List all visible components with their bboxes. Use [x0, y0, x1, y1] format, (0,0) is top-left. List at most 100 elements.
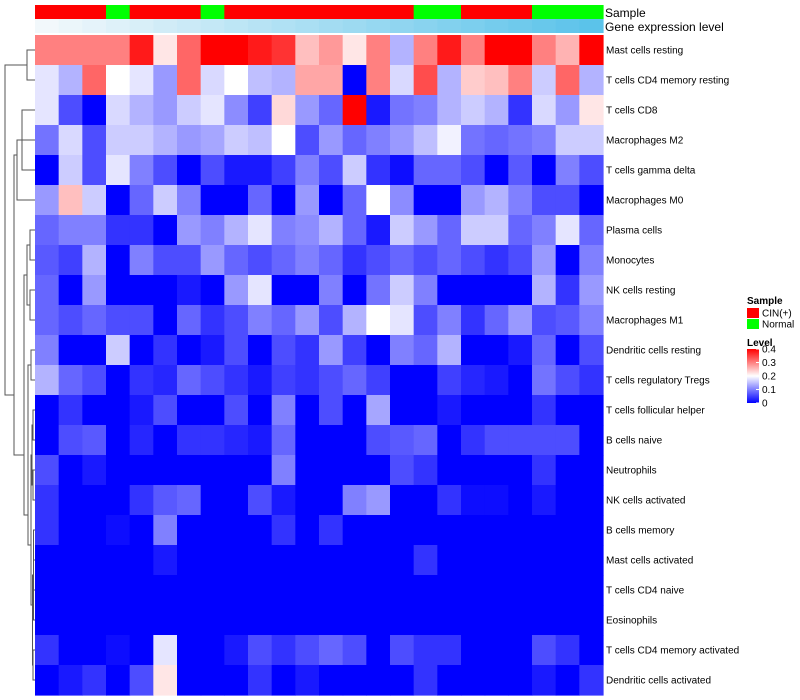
heatmap-cell [271, 485, 296, 516]
heatmap-cell [484, 155, 509, 186]
heatmap-cell [295, 575, 320, 606]
heatmap-cell [295, 95, 320, 126]
heatmap-cell [366, 35, 391, 66]
heatmap-cell [106, 455, 131, 486]
heatmap-cell [82, 425, 107, 456]
heatmap-cell [248, 545, 273, 576]
heatmap-cell [319, 575, 344, 606]
legend-level-ticks: 0.4 0.3 0.2 0.1 0 [756, 345, 776, 410]
heatmap-cell [413, 95, 438, 126]
heatmap-cell [295, 425, 320, 456]
row-label: T cells CD4 memory activated [606, 646, 739, 657]
heatmap-cell [390, 365, 415, 396]
heatmap-cell [224, 395, 249, 426]
heatmap-cell [437, 335, 462, 366]
heatmap-cell [248, 665, 273, 696]
gene-expression-annotation-bar [35, 19, 604, 33]
legend-sample-label: Normal [762, 320, 794, 331]
heatmap-cell [319, 185, 344, 216]
heatmap-cell [319, 65, 344, 96]
heatmap-cell [508, 275, 533, 306]
heatmap-cell [200, 65, 225, 96]
heatmap-cell [35, 125, 60, 156]
heatmap-cell [200, 305, 225, 336]
heatmap-cell [484, 635, 509, 666]
heatmap-cell [200, 545, 225, 576]
heatmap-cell [342, 275, 367, 306]
heatmap-cell [35, 665, 60, 696]
heatmap-cell [224, 185, 249, 216]
heatmap-cell [366, 635, 391, 666]
heatmap-cell [35, 305, 60, 336]
heatmap-cell [58, 455, 83, 486]
heatmap-cell [555, 275, 580, 306]
heatmap-cell [413, 35, 438, 66]
gene-expression-annotation-cell [153, 19, 178, 33]
heatmap-cell [295, 155, 320, 186]
heatmap-cell [461, 35, 486, 66]
legend-level-title: Level [747, 338, 773, 349]
sample-annotation-cell [579, 5, 604, 19]
heatmap-cell [82, 455, 107, 486]
heatmap-cell [35, 425, 60, 456]
heatmap-cell [224, 635, 249, 666]
heatmap-cell [58, 155, 83, 186]
heatmap-cell [82, 95, 107, 126]
heatmap-cell [82, 275, 107, 306]
heatmap-cell [342, 215, 367, 246]
row-label: B cells naive [606, 436, 663, 447]
heatmap-cell [200, 245, 225, 276]
heatmap-cell [177, 155, 202, 186]
heatmap-cell [271, 245, 296, 276]
heatmap-cell [106, 515, 131, 546]
sample-annotation-cell [532, 5, 557, 19]
heatmap-cell [106, 665, 131, 696]
sample-annotation-cell [508, 5, 533, 19]
heatmap-cell [177, 215, 202, 246]
heatmap-cell [153, 185, 178, 216]
heatmap-cell [82, 545, 107, 576]
heatmap-cell [35, 275, 60, 306]
heatmap-cell [579, 575, 604, 606]
heatmap-cell [271, 125, 296, 156]
row-label: Macrophages M0 [606, 196, 684, 207]
heatmap-cell [366, 395, 391, 426]
heatmap-cell [153, 215, 178, 246]
heatmap-cell [532, 455, 557, 486]
heatmap-cell [413, 185, 438, 216]
heatmap-cell [579, 155, 604, 186]
heatmap-cell [342, 575, 367, 606]
heatmap-cell [129, 545, 154, 576]
gene-expression-annotation-cell [248, 19, 273, 33]
heatmap-cell [153, 275, 178, 306]
heatmap-cell [319, 635, 344, 666]
heatmap-cell [319, 305, 344, 336]
heatmap-cell [366, 575, 391, 606]
heatmap-cell [319, 515, 344, 546]
heatmap-cell [579, 185, 604, 216]
gene-expression-annotation-cell [58, 19, 83, 33]
gene-expression-annotation-cell [200, 19, 225, 33]
heatmap-cell [366, 95, 391, 126]
heatmap-cell [58, 35, 83, 66]
heatmap-cell [555, 95, 580, 126]
heatmap-cell [461, 665, 486, 696]
heatmap-cell [555, 155, 580, 186]
heatmap-cell [532, 155, 557, 186]
heatmap-cell [129, 335, 154, 366]
heatmap-cell [248, 155, 273, 186]
heatmap-cell [200, 35, 225, 66]
heatmap-cell [129, 95, 154, 126]
heatmap-cell [58, 125, 83, 156]
heatmap-cell [200, 275, 225, 306]
heatmap-cell [177, 245, 202, 276]
row-labels: Mast cells resting T cells CD4 memory res… [606, 46, 739, 687]
heatmap-cell [461, 365, 486, 396]
heatmap-cell [58, 515, 83, 546]
heatmap-cell [129, 365, 154, 396]
heatmap-cell [555, 605, 580, 636]
heatmap-cell [508, 635, 533, 666]
heatmap-cell [555, 455, 580, 486]
heatmap-cell [461, 515, 486, 546]
heatmap-cell [484, 65, 509, 96]
